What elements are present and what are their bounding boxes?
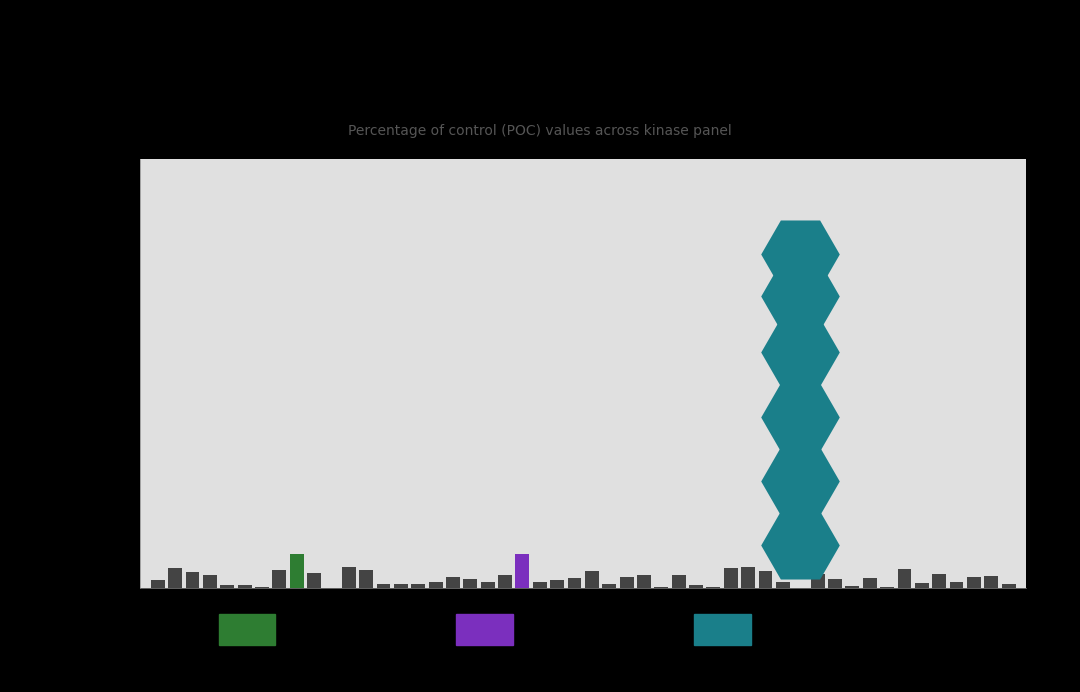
Bar (984, 576, 998, 588)
Bar (689, 585, 703, 588)
Point (792, 347, 809, 358)
Bar (238, 585, 252, 588)
Bar (411, 584, 426, 588)
Point (792, 248, 809, 259)
Bar (585, 572, 598, 588)
Point (792, 291, 809, 302)
Bar (203, 575, 217, 588)
Bar (620, 577, 634, 588)
Bar (377, 583, 391, 588)
Bar (758, 571, 772, 588)
Bar (811, 574, 824, 588)
Bar (897, 569, 912, 588)
Bar (550, 581, 564, 588)
Point (792, 540, 809, 551)
Bar (706, 587, 720, 588)
Bar (151, 580, 165, 588)
Bar (446, 577, 460, 588)
Bar (949, 581, 963, 588)
Bar (360, 570, 373, 588)
Bar (515, 554, 529, 588)
Bar (220, 585, 234, 588)
Bar (828, 579, 842, 588)
Bar (637, 576, 651, 588)
Bar (967, 577, 981, 588)
Text: Selectivity of Phospho-DDR1 (Tyr513) assay: Selectivity of Phospho-DDR1 (Tyr513) ass… (163, 75, 917, 104)
Bar (568, 579, 581, 588)
Bar (1001, 584, 1015, 588)
Bar (724, 568, 738, 588)
Bar (603, 584, 617, 588)
Point (792, 475, 809, 486)
Bar (846, 585, 860, 588)
Bar (186, 572, 200, 588)
Bar (741, 567, 755, 588)
Bar (863, 578, 877, 588)
Bar (342, 567, 355, 588)
Bar (915, 583, 929, 588)
Bar (463, 579, 477, 588)
Bar (272, 570, 286, 588)
Bar (255, 587, 269, 588)
Point (792, 411, 809, 422)
Bar (168, 568, 183, 588)
Bar (932, 574, 946, 588)
Text: Percentage of control (POC) values across kinase panel: Percentage of control (POC) values acros… (348, 125, 732, 138)
Bar (307, 573, 321, 588)
Bar (532, 582, 546, 588)
Bar (289, 554, 303, 588)
Bar (672, 575, 686, 588)
Bar (394, 584, 408, 588)
Bar (429, 582, 443, 588)
Bar (481, 582, 495, 588)
Bar (775, 582, 789, 588)
Bar (498, 575, 512, 588)
